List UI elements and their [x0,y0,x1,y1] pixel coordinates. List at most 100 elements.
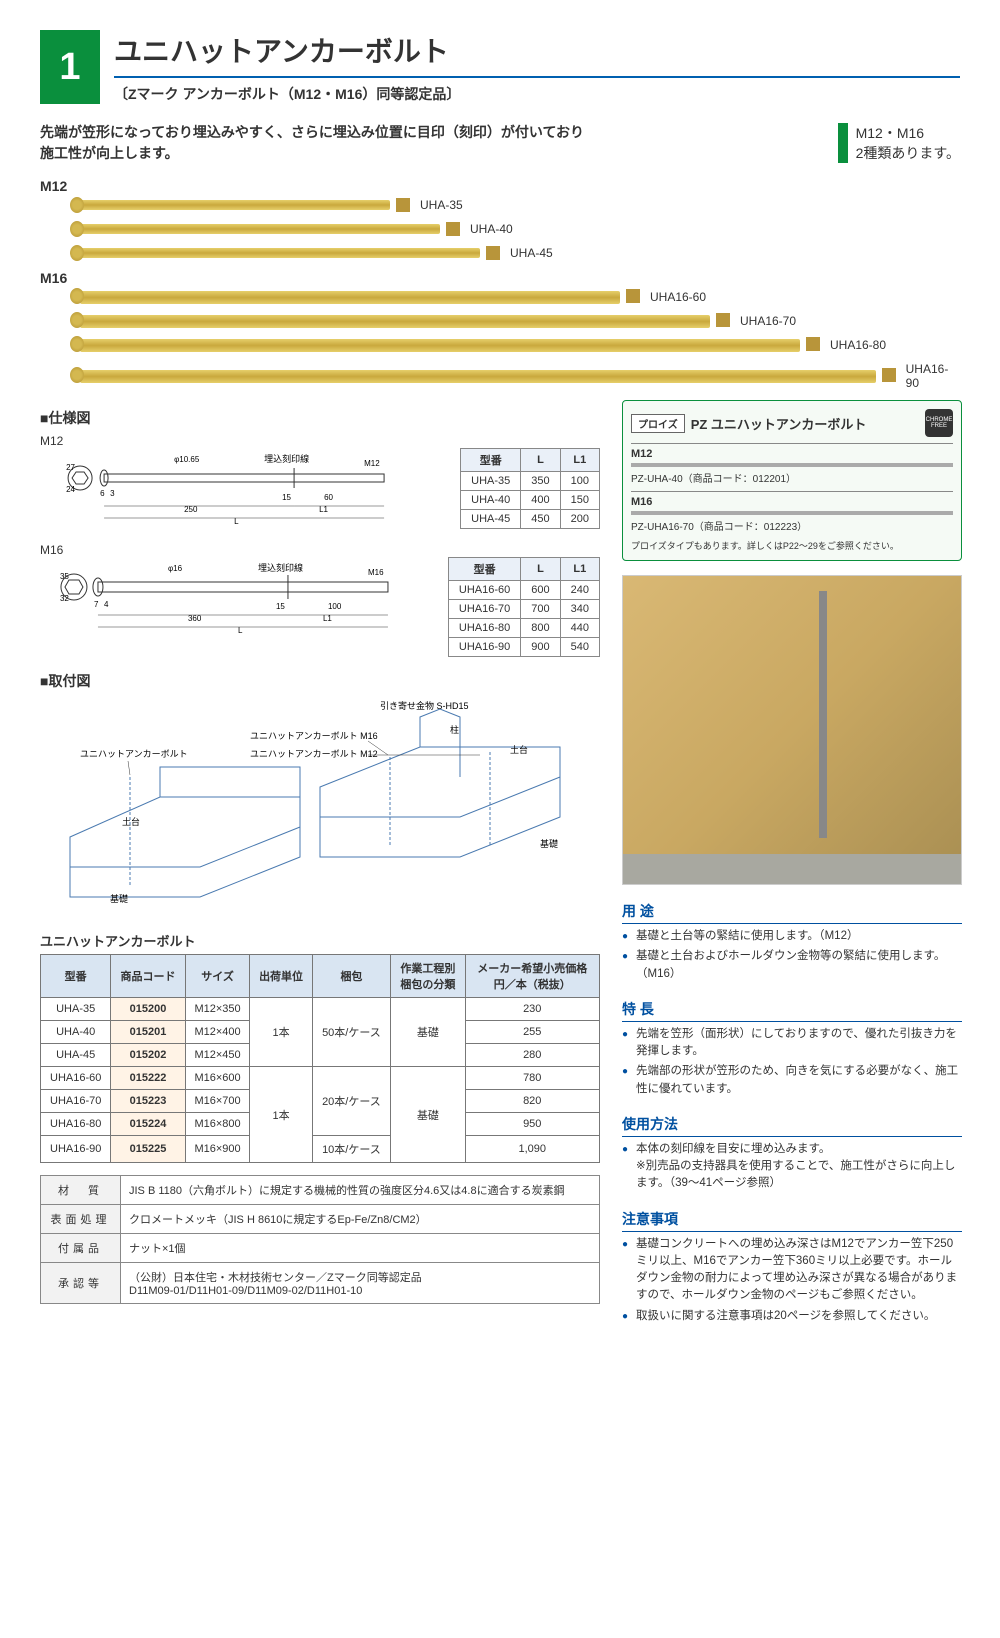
main-table-title: ユニハットアンカーボルト [40,931,600,950]
svg-text:6: 6 [100,489,105,498]
intro-row: 先端が笠形になっており埋込みやすく、さらに埋込み位置に目印（刻印）が付いており … [40,122,960,164]
svg-text:φ16: φ16 [168,564,183,573]
usage-block: 使用方法 本体の刻印線を目安に埋め込みます。 ※別売品の支持器具を使用することで… [622,1114,962,1193]
caution-block: 注意事項 基礎コンクリートへの埋め込み深さはM12でアンカー笠下250ミリ以上、… [622,1209,962,1325]
svg-text:35: 35 [60,572,69,581]
svg-text:360: 360 [188,614,202,623]
bolt-label: UHA16-90 [906,362,960,390]
install-label: ■取付図 [40,671,600,691]
intro-text: 先端が笠形になっており埋込みやすく、さらに埋込み位置に目印（刻印）が付いており … [40,122,584,164]
dim-h-L1: L1 [560,449,599,472]
page-title: ユニハットアンカーボルト [114,30,960,78]
dim-h-model: 型番 [461,449,521,472]
dim-table-m16: 型番 L L1 UHA16-60600240UHA16-70700340UHA1… [448,557,600,657]
pz-m12-item: PZ-UHA-40（商品コード：012201） [631,470,953,485]
variant-badge: M12・M16 2種類あります。 [838,122,960,164]
svg-text:L: L [238,626,243,635]
bolt-row: UHA-40 [80,222,960,236]
bolt-row: UHA16-60 [80,290,960,304]
bolt-row: UHA16-80 [80,338,960,352]
svg-text:ユニハットアンカーボルト M12: ユニハットアンカーボルト M12 [250,749,378,759]
variant-line2: 2種類あります。 [856,143,960,163]
svg-text:土台: 土台 [122,816,140,827]
spec-m12-diagram: 埋込刻印線 M12 27 24 6 3 φ10.65 15 60 L1 250 … [40,448,448,528]
use-block: 用 途 基礎と土台等の緊結に使用します。（M12）基礎と土台およびホールダウン金… [622,901,962,983]
intro-line2: 施工性が向上します。 [40,145,179,161]
list-item: 先端部の形状が笠形のため、向きを気にする必要がなく、施工性に優れています。 [622,1063,962,1098]
page-number-badge: 1 [40,30,100,104]
main-table-header: 商品コード [111,955,185,998]
m16-label: M16 [40,270,960,286]
bolt-row: UHA16-70 [80,314,960,328]
table-row: 材 質JIS B 1180（六角ボルト）に規定する機械的性質の強度区分4.6又は… [41,1176,600,1205]
table-row: UHA16-60600240 [448,581,599,600]
table-row: 承認等（公財）日本住宅・木材技術センター／Zマーク同等認定品 D11M09-01… [41,1263,600,1304]
photo-bolt-icon [819,591,827,837]
bolt-label: UHA16-70 [740,314,796,328]
pz-m12-label: M12 [631,443,953,460]
usage-heading: 使用方法 [622,1114,962,1137]
main-table-header: 梱包 [312,955,390,998]
main-table-header: 型番 [41,955,111,998]
svg-text:4: 4 [104,600,109,609]
title-block: ユニハットアンカーボルト 〔Zマーク アンカーボルト（M12・M16）同等認定品… [100,30,960,104]
dim-h-L: L [521,449,560,472]
page-header: 1 ユニハットアンカーボルト 〔Zマーク アンカーボルト（M12・M16）同等認… [40,30,960,104]
bolt-icon [80,339,800,352]
svg-text:埋込刻印線: 埋込刻印線 [264,453,309,464]
svg-text:L: L [234,517,239,526]
bolt-row: UHA16-90 [80,362,960,390]
pz-m16-item: PZ-UHA16-70（商品コード：012223） [631,518,953,533]
svg-text:基礎: 基礎 [540,838,558,849]
svg-text:L1: L1 [319,505,328,514]
svg-text:15: 15 [276,602,285,611]
svg-text:M12: M12 [364,459,380,468]
table-row: UHA16-90900540 [448,638,599,657]
bolt-label: UHA-40 [470,222,513,236]
install-photo [622,575,962,885]
svg-text:L1: L1 [323,614,332,623]
spec-m12-row: 埋込刻印線 M12 27 24 6 3 φ10.65 15 60 L1 250 … [40,448,600,529]
list-item: 取扱いに関する注意事項は20ページを参照してください。 [622,1308,962,1325]
spec-m16-diagram: 埋込刻印線 M16 35 32 7 4 φ16 15 100 L1 360 L [40,557,436,637]
svg-text:土台: 土台 [510,744,528,755]
table-row: UHA16-60015222M16×6001本20本/ケース基礎780 [41,1067,600,1090]
bolt-row: UHA-35 [80,198,960,212]
svg-text:柱: 柱 [450,724,459,735]
pz-box: プロイズ PZ ユニハットアンカーボルト CHROME FREE M12 PZ-… [622,400,962,561]
main-table-header: サイズ [185,955,250,998]
pz-title: PZ ユニハットアンカーボルト [691,414,867,433]
bolt-icon [80,370,876,383]
table-row: UHA-40400150 [461,491,600,510]
feat-heading: 特 長 [622,999,962,1022]
dim-table-m12: 型番 L L1 UHA-35350100UHA-40400150UHA-4545… [460,448,600,529]
bolt-icon [80,315,710,328]
green-bar-icon [838,123,848,163]
list-item: 基礎と土台等の緊結に使用します。（M12） [622,928,962,945]
list-item: 基礎コンクリートへの埋め込み深さはM12でアンカー笠下250ミリ以上、M16でア… [622,1236,962,1305]
main-product-table: 型番商品コードサイズ出荷単位梱包作業工程別 梱包の分類メーカー希望小売価格 円／… [40,954,600,1163]
table-row: 表面処理クロメートメッキ（JIS H 8610に規定するEp-Fe/Zn8/CM… [41,1205,600,1234]
install-figure: ユニハットアンカーボルト 引き寄せ金物 S-HD15 ユニハットアンカーボルト … [40,697,600,917]
main-table-header: 作業工程別 梱包の分類 [391,955,465,998]
bolt-illustrations: M12 UHA-35UHA-40UHA-45 M16 UHA16-60UHA16… [40,178,960,390]
chrome-free-icon: CHROME FREE [925,409,953,437]
bolt-icon [80,248,480,258]
bolt-icon [80,291,620,304]
pz-bolt-bar-icon [631,463,953,467]
svg-text:24: 24 [66,485,75,494]
subtitle: 〔Zマーク アンカーボルト（M12・M16）同等認定品〕 [114,84,960,104]
spec-and-side: ■仕様図 M12 埋込刻印線 M12 27 24 6 3 φ10.65 15 [40,400,960,1328]
pz-m16-label: M16 [631,491,953,508]
table-row: UHA16-70700340 [448,600,599,619]
meta-table: 材 質JIS B 1180（六角ボルト）に規定する機械的性質の強度区分4.6又は… [40,1175,600,1304]
caution-heading: 注意事項 [622,1209,962,1232]
svg-text:250: 250 [184,505,198,514]
svg-text:埋込刻印線: 埋込刻印線 [258,562,303,573]
table-row: UHA-35015200M12×3501本50本/ケース基礎230 [41,998,600,1021]
pz-note: プロイズタイプもあります。詳しくはP22〜29をご参照ください。 [631,539,953,552]
table-row: UHA16-90015225M16×90010本/ケース1,090 [41,1136,600,1163]
variant-line1: M12・M16 [856,123,960,143]
table-row: 付属品ナット×1個 [41,1234,600,1263]
photo-concrete-icon [623,854,961,884]
